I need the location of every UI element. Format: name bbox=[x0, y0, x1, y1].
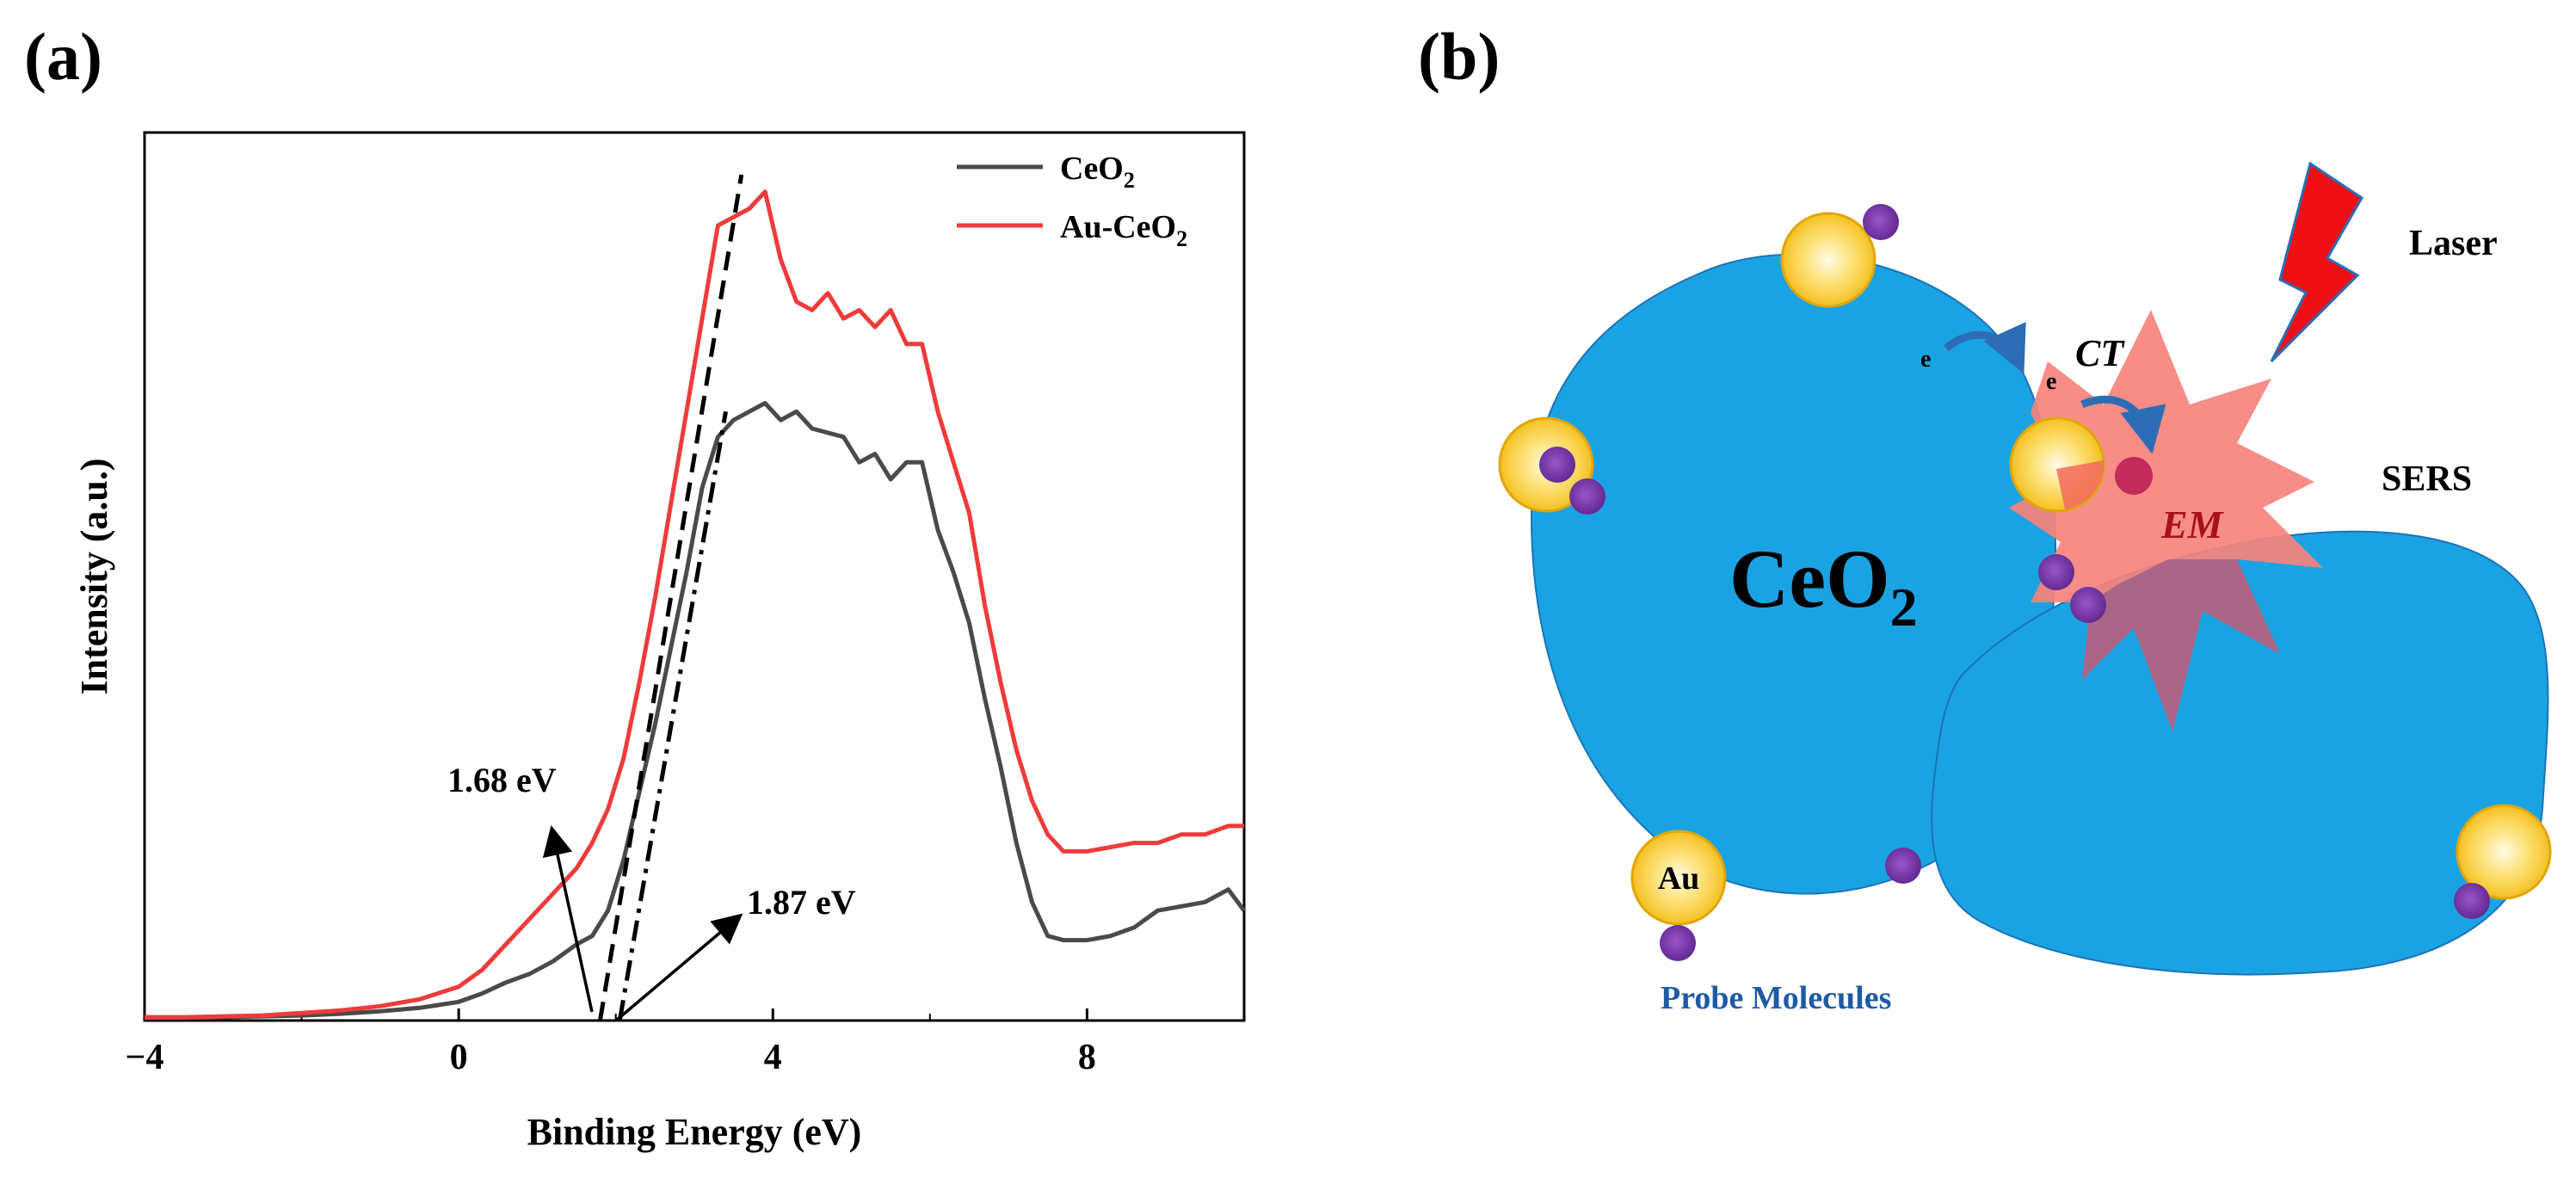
probe-molecule bbox=[2454, 883, 2490, 919]
au-label: Au bbox=[1658, 860, 1700, 897]
charge-transfer-arrow-icon bbox=[2080, 395, 2166, 454]
ct-label: CT bbox=[2075, 332, 2125, 374]
probe-molecule bbox=[1863, 204, 1899, 240]
legend-label-au-ceo2: Au-CeO2 bbox=[1060, 209, 1187, 251]
probe-molecule bbox=[2038, 554, 2074, 590]
ceo2-label: CeO2 bbox=[1729, 533, 1918, 638]
laser-bolt-icon bbox=[2270, 161, 2363, 363]
sers-label: SERS bbox=[2382, 459, 2472, 499]
xps-valence-band-chart: −4 0 4 8 Binding Energy (eV) Intensity (a.u… bbox=[73, 131, 1247, 1153]
x-tick-label: 8 bbox=[1078, 1038, 1096, 1077]
legend-label-ceo2: CeO2 bbox=[1060, 151, 1135, 193]
gold-nanoparticle-labeled bbox=[1630, 830, 1727, 926]
laser-label: Laser bbox=[2409, 224, 2498, 263]
annotation-1-87-ev: 1.87 eV bbox=[747, 883, 856, 922]
probe-molecule bbox=[1539, 447, 1575, 483]
em-starburst-overlap bbox=[2082, 559, 2280, 731]
x-tick-label: −4 bbox=[126, 1038, 164, 1077]
panel-label-b: (b) bbox=[1418, 19, 1500, 94]
panel-label-a: (a) bbox=[24, 19, 102, 94]
tick-group: −4 0 4 8 bbox=[126, 1008, 1096, 1077]
fit-lines-layer bbox=[597, 174, 744, 1021]
x-tick-label: 4 bbox=[764, 1038, 782, 1077]
gold-starburst-overlap bbox=[2056, 460, 2105, 509]
probe-molecule bbox=[2070, 587, 2106, 623]
fit-line-1 bbox=[597, 174, 744, 1021]
sers-mechanism-diagram: CeO2 Au Probe Molecules Laser SERS CT EM… bbox=[1498, 161, 2552, 1016]
annotation-arrow-1-87 bbox=[614, 913, 743, 1022]
electron-label: e bbox=[2046, 368, 2056, 395]
gold-nanoparticle bbox=[2456, 804, 2552, 900]
series-line-au-ceo2 bbox=[145, 189, 1244, 1020]
probe-molecule bbox=[1660, 925, 1696, 961]
annotation-1-68-ev: 1.68 eV bbox=[447, 761, 557, 799]
probe-molecules-label: Probe Molecules bbox=[1661, 980, 1891, 1016]
x-axis-title: Binding Energy (eV) bbox=[527, 1111, 862, 1153]
gold-nanoparticle bbox=[1780, 212, 1877, 308]
probe-molecule bbox=[1569, 478, 1605, 515]
probe-molecule bbox=[1885, 848, 1921, 884]
y-axis-title: Intensity (a.u.) bbox=[73, 458, 115, 694]
annotation-arrow-1-68 bbox=[542, 825, 594, 1013]
x-tick-label: 0 bbox=[450, 1038, 468, 1077]
legend: CeO2 Au-CeO2 bbox=[957, 151, 1187, 251]
em-label: EM bbox=[2160, 503, 2225, 546]
plot-frame bbox=[143, 131, 1246, 1022]
probe-molecule bbox=[2115, 457, 2153, 495]
fit-line-2 bbox=[617, 410, 728, 1021]
series-layer bbox=[145, 189, 1247, 1021]
electron-label: e bbox=[1920, 346, 1931, 373]
series-line-ceo2 bbox=[145, 401, 1247, 1021]
electron-transfer-arrow-icon bbox=[1944, 322, 2026, 374]
